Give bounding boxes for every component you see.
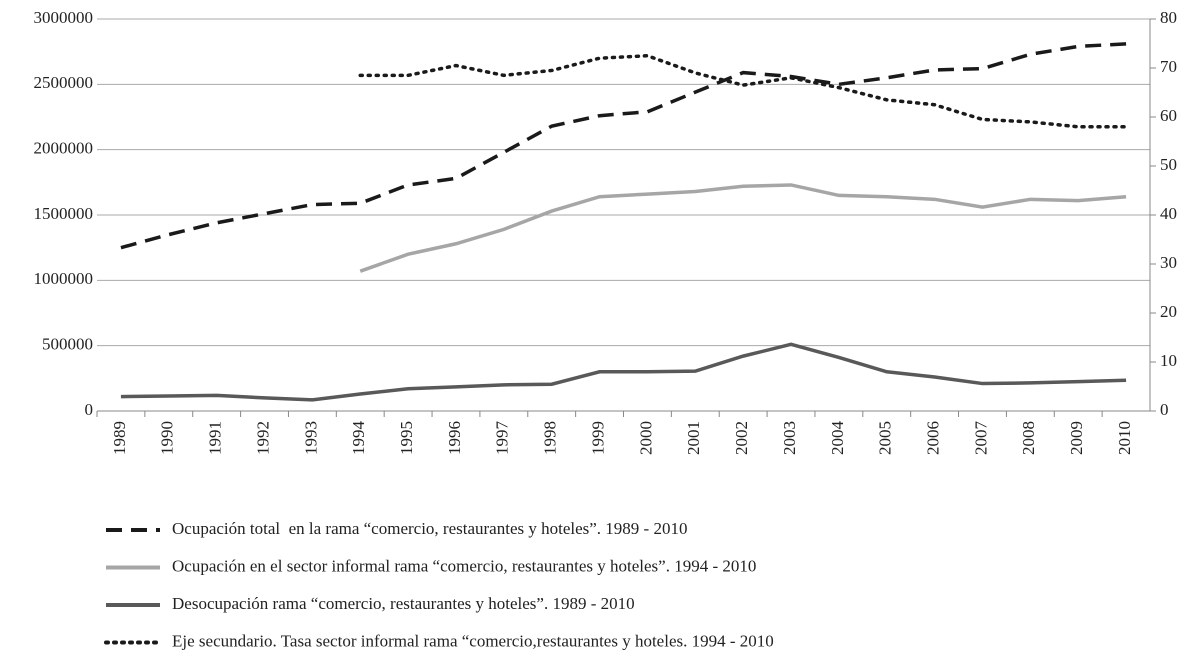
x-tick-label: 1992 xyxy=(253,421,272,455)
legend-label: Eje secundario. Tasa sector informal ram… xyxy=(172,631,774,650)
x-tick-label: 1998 xyxy=(541,421,560,455)
series-line xyxy=(359,183,1127,273)
y2-tick-label: 40 xyxy=(1160,204,1177,223)
x-tick-label: 1994 xyxy=(349,421,368,456)
x-tick-label: 2004 xyxy=(828,421,847,456)
y2-tick-label: 0 xyxy=(1160,400,1169,419)
x-tick-label: 1997 xyxy=(493,421,512,456)
x-tick-label: 2006 xyxy=(924,421,943,455)
x-tick-label: 1999 xyxy=(588,421,607,455)
x-tick-label: 2008 xyxy=(1019,421,1038,455)
y2-tick-label: 80 xyxy=(1160,8,1177,27)
series-line xyxy=(120,42,1127,250)
x-tick-label: 2002 xyxy=(732,421,751,455)
y-tick-label: 2000000 xyxy=(34,139,94,158)
y2-tick-label: 70 xyxy=(1160,57,1177,76)
y-tick-label: 1500000 xyxy=(34,204,94,223)
x-tick-label: 2009 xyxy=(1067,421,1086,455)
x-tick-label: 1995 xyxy=(397,421,416,455)
x-tick-label: 1996 xyxy=(445,421,464,455)
x-tick-label: 2000 xyxy=(636,421,655,455)
x-tick-label: 1990 xyxy=(158,421,177,455)
x-tick-label: 2010 xyxy=(1115,421,1134,455)
y-tick-label: 1000000 xyxy=(34,269,94,288)
legend-label: Ocupación en el sector informal rama “co… xyxy=(172,556,756,575)
x-tick-label: 1989 xyxy=(110,421,129,455)
x-tick-label: 2001 xyxy=(684,421,703,455)
y2-tick-label: 30 xyxy=(1160,253,1177,272)
x-tick-label: 2003 xyxy=(780,421,799,455)
series-line xyxy=(120,342,1127,402)
x-tick-label: 1993 xyxy=(301,421,320,455)
y2-tick-label: 50 xyxy=(1160,155,1177,174)
legend-label: Desocupación rama “comercio, restaurante… xyxy=(172,594,635,613)
y-tick-label: 2500000 xyxy=(34,73,94,92)
y2-tick-label: 20 xyxy=(1160,302,1177,321)
series-line xyxy=(358,53,1128,129)
x-tick-label: 2005 xyxy=(876,421,895,455)
y-tick-label: 0 xyxy=(85,400,94,419)
y-tick-label: 3000000 xyxy=(34,8,94,27)
y2-tick-label: 10 xyxy=(1160,351,1177,370)
legend-label: Ocupación total en la rama “comercio, re… xyxy=(172,519,687,538)
y2-tick-label: 60 xyxy=(1160,106,1177,125)
x-tick-label: 1991 xyxy=(206,421,225,455)
x-tick-label: 2007 xyxy=(971,421,990,456)
y-tick-label: 500000 xyxy=(42,335,93,354)
